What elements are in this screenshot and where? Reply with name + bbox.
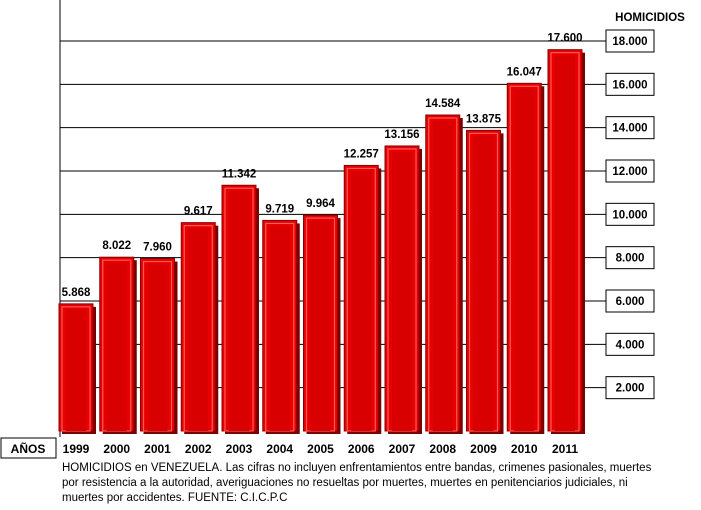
bar-face xyxy=(66,309,86,431)
y-tick-label: 6.000 xyxy=(616,296,645,308)
y-tick: 16.000 xyxy=(605,72,655,96)
bar-group: 9.964 xyxy=(303,198,341,434)
bar-group: 16.047 xyxy=(507,66,545,434)
bar-group: 11.342 xyxy=(221,168,259,434)
y-tick-box xyxy=(605,72,655,96)
y-tick: 4.000 xyxy=(605,332,655,356)
y-tick-label: 14.000 xyxy=(612,123,647,135)
bar-value-label: 5.868 xyxy=(62,287,91,299)
y-tick-box xyxy=(605,202,655,226)
x-tick-label: 2005 xyxy=(307,442,334,456)
bar-group: 9.617 xyxy=(180,206,219,434)
bar-face xyxy=(392,151,412,431)
bar-face xyxy=(147,264,168,431)
x-axis-title-box: AÑOS xyxy=(0,437,57,459)
y-tick: 8.000 xyxy=(605,246,655,270)
y-tick-label: 12.000 xyxy=(612,166,647,178)
bar-value-label: 7.960 xyxy=(143,242,172,254)
x-tick-label: 2009 xyxy=(470,442,497,456)
bar-face xyxy=(473,136,494,431)
x-tick-label: 2002 xyxy=(185,442,212,456)
x-tick-label: 2011 xyxy=(552,442,578,456)
y-tick-label: 2.000 xyxy=(616,383,645,395)
y-tick: 18.000 xyxy=(605,29,655,53)
bar-face xyxy=(514,89,535,431)
bar-chart: 5.868 8.022 7.960 9.617 11.342 9.719 9.964 12.2… xyxy=(0,0,685,459)
x-tick-label: 1999 xyxy=(63,442,90,456)
y-tick: 10.000 xyxy=(605,202,655,226)
bar-group: 17.600 xyxy=(547,33,585,435)
bar-value-label: 9.719 xyxy=(265,203,294,215)
y-tick-label: 4.000 xyxy=(616,339,645,351)
x-tick-label: 2010 xyxy=(511,442,538,456)
bar-face xyxy=(310,221,331,431)
bars: 5.868 8.022 7.960 9.617 11.342 9.719 9.964 12.2… xyxy=(58,33,585,435)
y-tick-label: 16.000 xyxy=(612,79,647,91)
bar-group: 7.960 xyxy=(140,242,178,434)
bar-value-label: 13.875 xyxy=(466,113,502,125)
x-tick-label: 2006 xyxy=(348,442,375,456)
y-tick: 12.000 xyxy=(605,159,655,183)
x-axis-title: AÑOS xyxy=(11,441,46,456)
bar-face xyxy=(106,263,127,431)
bar-face xyxy=(229,191,249,431)
bar-value-label: 9.964 xyxy=(306,198,335,210)
y-tick-box xyxy=(605,376,655,400)
bar-group: 13.875 xyxy=(466,113,504,434)
bar-value-label: 16.047 xyxy=(507,66,542,78)
y-tick: 14.000 xyxy=(605,116,655,140)
bar-value-label: 14.584 xyxy=(425,98,461,110)
y-tick-label: 8.000 xyxy=(616,253,645,265)
bar-group: 14.584 xyxy=(425,98,463,434)
x-tick-label: 2001 xyxy=(144,442,171,456)
y-tick-label: 18.000 xyxy=(612,36,647,48)
y-tick-box xyxy=(605,332,655,356)
y-tick: 2.000 xyxy=(605,376,655,400)
y-tick-box xyxy=(605,159,655,183)
bar-group: 5.868 xyxy=(58,287,96,434)
x-tick-labels: 1999 2000 2001 2002 2003 2004 2005 2006 2007 2008… xyxy=(63,442,579,456)
y-tick-box xyxy=(605,29,655,53)
bar-face xyxy=(432,121,453,431)
bar-value-label: 13.156 xyxy=(384,129,419,141)
y-tick-box xyxy=(605,116,655,140)
y-tick-label: 10.000 xyxy=(612,209,647,221)
y-tick-labels: 2.000 4.000 6.000 8.000 10.000 12.000 14.000 16… xyxy=(605,29,655,400)
x-tick-label: 2004 xyxy=(266,442,293,456)
y-tick-box xyxy=(605,246,655,270)
y-tick-box xyxy=(605,289,655,313)
x-tick-label: 2008 xyxy=(429,442,456,456)
bar-group: 12.257 xyxy=(344,148,382,434)
bar-value-label: 12.257 xyxy=(344,148,379,160)
bar-face xyxy=(351,171,372,431)
bar-face xyxy=(555,55,575,432)
bar-group: 8.022 xyxy=(99,240,137,434)
bar-face xyxy=(269,226,290,431)
x-tick-label: 2003 xyxy=(226,442,253,456)
bar-value-label: 17.600 xyxy=(547,33,582,45)
y-tick: 6.000 xyxy=(605,289,655,313)
y-axis-title: HOMICIDIOS xyxy=(615,12,685,24)
bar-value-label: 9.617 xyxy=(184,206,213,218)
x-tick-label: 2000 xyxy=(103,442,130,456)
bar-face xyxy=(188,228,209,431)
bar-value-label: 11.342 xyxy=(222,168,257,180)
bar-group: 9.719 xyxy=(262,203,300,434)
bar-group: 13.156 xyxy=(384,129,422,434)
bar-value-label: 8.022 xyxy=(102,240,131,252)
chart-caption: HOMICIDIOS en VENEZUELA. Las cifras no i… xyxy=(62,462,652,504)
x-tick-label: 2007 xyxy=(389,442,416,456)
